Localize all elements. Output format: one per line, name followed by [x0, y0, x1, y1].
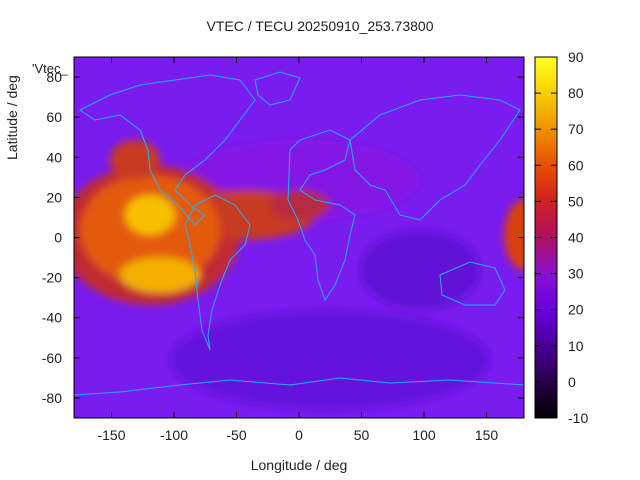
y-tick-label: -40: [42, 310, 62, 326]
y-tick-label: 80: [46, 69, 62, 85]
colorbar-tick-label: 90: [568, 49, 584, 65]
coastlines: [74, 71, 524, 396]
y-tick-label: 20: [46, 189, 62, 205]
north-america-coast: [79, 74, 256, 226]
x-tick-label: 100: [412, 427, 436, 443]
south-america-coast: [184, 194, 251, 351]
region-indian-low: [360, 230, 480, 310]
colorbar-tick-label: -10: [568, 410, 588, 426]
region-east-edge: [504, 200, 524, 270]
x-tick-label: 150: [475, 427, 499, 443]
australia-coast: [439, 261, 506, 306]
colorbar-tick-label: 80: [568, 85, 584, 101]
colorbar-tick-label: 10: [568, 338, 584, 354]
region-africa-band: [270, 190, 330, 220]
asia-coast: [349, 94, 521, 221]
x-tick-label: 0: [295, 427, 303, 443]
x-tick-label: -100: [160, 427, 188, 443]
antarctica-coast: [74, 377, 524, 396]
x-tick-label: -150: [97, 427, 125, 443]
colorbar-tick-label: 70: [568, 121, 584, 137]
colorbar-tick-label: 0: [568, 374, 576, 390]
y-tick-label: 40: [46, 149, 62, 165]
y-tick-label: -80: [42, 390, 62, 406]
chart-title: VTEC / TECU 20250910_253.73800: [206, 18, 434, 34]
y-tick-label: -20: [42, 270, 62, 286]
colorbar-tick-label: 50: [568, 193, 584, 209]
region-south-crest: [120, 257, 200, 293]
europe-africa-coast: [287, 129, 356, 302]
region-south-low: [170, 310, 490, 410]
x-tick-label: -50: [226, 427, 246, 443]
y-tick-label: 60: [46, 109, 62, 125]
heatmap-cells: [74, 140, 524, 410]
region-anomaly-core: [125, 195, 175, 235]
colorbar-tick-label: 40: [568, 230, 584, 246]
x-axis-label: Longitude / deg: [251, 457, 348, 473]
greenland-coast: [254, 71, 301, 106]
y-tick-label: 0: [54, 230, 62, 246]
y-tick-label: -60: [42, 350, 62, 366]
colorbar-tick-label: 20: [568, 302, 584, 318]
x-tick-label: 50: [354, 427, 370, 443]
legend-key-label: 'Vtec_: [32, 61, 68, 76]
colorbar-tick-label: 60: [568, 157, 584, 173]
colorbar-tick-label: 30: [568, 266, 584, 282]
